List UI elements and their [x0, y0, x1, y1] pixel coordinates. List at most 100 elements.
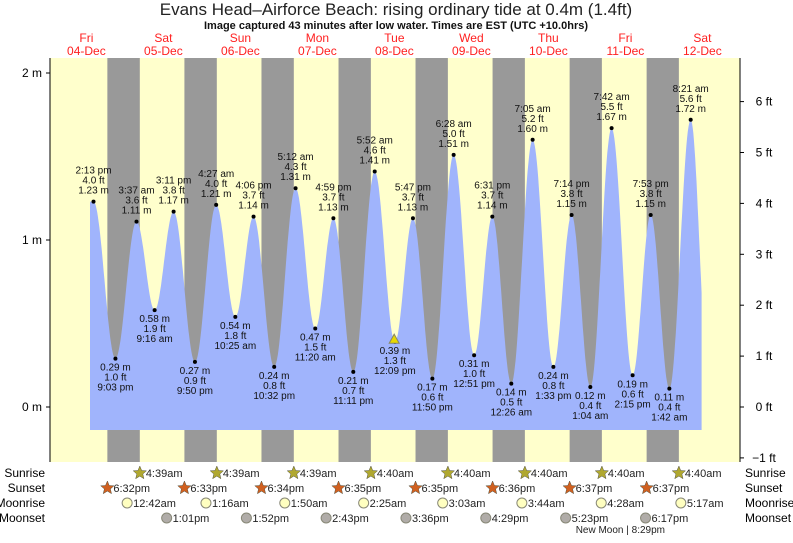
high-tide-ft-label: 5.6 ft — [680, 94, 702, 105]
high-tide-ft-label: 4.3 ft — [284, 162, 306, 173]
high-tide-point — [214, 202, 219, 207]
high-tide-point — [372, 169, 377, 174]
moon-phase-label: New Moon | 8:29pm — [576, 525, 665, 536]
right-tick-label: −1 ft — [752, 451, 776, 465]
high-tide-point — [688, 117, 693, 122]
low-tide-point — [233, 314, 238, 319]
moonset-moon-icon — [240, 512, 252, 524]
low-tide-time-label: 10:32 pm — [253, 391, 295, 402]
left-tick-label: 0 m — [22, 400, 42, 414]
high-tide-meters-label: 1.14 m — [238, 201, 269, 212]
right-tick-label: 5 ft — [756, 145, 773, 159]
low-tide-point — [272, 364, 277, 369]
low-tide-meters-label: 0.14 m — [496, 388, 527, 399]
sunrise-time: 4:39am — [223, 468, 260, 480]
low-tide-ft-label: 0.9 ft — [184, 376, 206, 387]
sunset-row-label-right: Sunset — [745, 481, 783, 495]
high-tide-point — [490, 214, 495, 219]
moonset-time: 1:01pm — [173, 513, 210, 525]
high-tide-ft-label: 4.6 ft — [364, 146, 386, 157]
sun-moon-table: Sunrise Sunrise 4:39am 4:39am 4:39am 4:40am 4:… — [0, 465, 793, 536]
high-tide-ft-label: 5.0 ft — [443, 129, 465, 140]
moonrise-time: 12:42am — [133, 498, 176, 510]
high-tide-point — [91, 199, 96, 204]
day-name: Wed — [459, 31, 483, 45]
low-tide-ft-label: 1.8 ft — [224, 331, 246, 342]
low-tide-meters-label: 0.31 m — [459, 359, 490, 370]
low-tide-point — [430, 376, 435, 381]
high-tide-time-label: 7:14 pm — [554, 179, 590, 190]
low-tide-time-label: 11:50 pm — [412, 403, 453, 414]
high-tide-meters-label: 1.15 m — [556, 199, 587, 210]
sunrise-time: 4:39am — [146, 468, 183, 480]
high-tide-ft-label: 3.7 ft — [402, 192, 424, 203]
moonrise-time: 1:16am — [212, 498, 249, 510]
high-tide-time-label: 4:59 pm — [315, 182, 351, 193]
sunset-star-icon — [100, 480, 115, 495]
day-date: 09-Dec — [452, 44, 491, 58]
low-tide-meters-label: 0.17 m — [417, 383, 448, 394]
moonset-time: 4:29pm — [492, 513, 529, 525]
low-tide-time-label: 9:03 pm — [97, 383, 133, 394]
day-name: Fri — [79, 31, 93, 45]
high-tide-time-label: 7:05 am — [515, 104, 551, 115]
moonset-row-label-right: Moonset — [745, 511, 792, 525]
moonset-moon-icon — [400, 512, 412, 524]
high-tide-time-label: 3:37 am — [118, 186, 154, 197]
low-tide-time-label: 12:26 am — [490, 408, 532, 419]
low-tide-ft-label: 1.0 ft — [104, 373, 126, 384]
high-tide-time-label: 6:28 am — [436, 119, 472, 130]
sunrise-time: 4:40am — [685, 468, 722, 480]
low-tide-ft-label: 0.6 ft — [421, 393, 443, 404]
low-tide-meters-label: 0.29 m — [100, 363, 131, 374]
day-name: Fri — [618, 31, 632, 45]
high-tide-ft-label: 3.7 ft — [481, 191, 503, 202]
moonrise-time: 3:44am — [528, 498, 565, 510]
low-tide-time-label: 1:33 pm — [535, 391, 571, 402]
high-tide-ft-label: 3.7 ft — [242, 191, 264, 202]
high-tide-point — [609, 126, 614, 131]
sunrise-star-icon — [209, 465, 225, 480]
sunset-time: 6:34pm — [267, 483, 304, 495]
high-tide-point — [134, 219, 139, 224]
sunrise-star-icon — [286, 465, 302, 480]
moonset-time: 3:36pm — [412, 513, 449, 525]
low-tide-ft-label: 1.0 ft — [463, 369, 485, 380]
sunset-time: 6:33pm — [190, 483, 227, 495]
high-tide-ft-label: 3.6 ft — [125, 196, 147, 207]
high-tide-meters-label: 1.23 m — [78, 186, 109, 197]
moonset-moon-icon — [161, 512, 173, 524]
moonrise-moon-icon — [675, 497, 687, 509]
low-tide-time-label: 11:11 pm — [333, 396, 373, 407]
high-tide-point — [648, 212, 653, 217]
high-tide-meters-label: 1.31 m — [280, 172, 311, 183]
moonset-time: 5:23pm — [572, 513, 609, 525]
low-tide-ft-label: 0.8 ft — [542, 381, 564, 392]
day-date: 05-Dec — [144, 44, 183, 58]
low-tide-time-label: 1:42 am — [651, 413, 687, 424]
day-date: 12-Dec — [683, 44, 722, 58]
high-tide-point — [293, 186, 298, 191]
high-tide-meters-label: 1.11 m — [122, 206, 152, 217]
chart-title: Evans Head–Airforce Beach: rising ordina… — [160, 0, 632, 19]
moonrise-time: 5:17am — [687, 498, 724, 510]
high-tide-point — [530, 137, 535, 142]
moonrise-time: 2:25am — [370, 498, 407, 510]
low-tide-point — [152, 308, 157, 313]
low-tide-meters-label: 0.39 m — [380, 346, 411, 357]
high-tide-time-label: 3:11 pm — [156, 176, 191, 187]
day-name: Sun — [230, 31, 251, 45]
low-tide-ft-label: 1.9 ft — [144, 324, 166, 335]
moonset-time: 6:17pm — [652, 513, 689, 525]
low-tide-meters-label: 0.12 m — [575, 391, 606, 402]
right-tick-label: 6 ft — [756, 95, 773, 109]
sunrise-time: 4:40am — [531, 468, 568, 480]
moonset-moon-icon — [640, 512, 652, 524]
sunset-row-label-left: Sunset — [8, 481, 46, 495]
moonrise-moon-icon — [279, 497, 291, 509]
low-tide-ft-label: 0.4 ft — [658, 403, 680, 414]
moonset-time: 2:43pm — [332, 513, 369, 525]
axes: 0 m 1 m 2 m −1 ft 0 ft 1 ft 2 ft 3 ft 4 ft 5 ft 6 … — [22, 58, 777, 465]
moonrise-time: 3:03am — [449, 498, 486, 510]
